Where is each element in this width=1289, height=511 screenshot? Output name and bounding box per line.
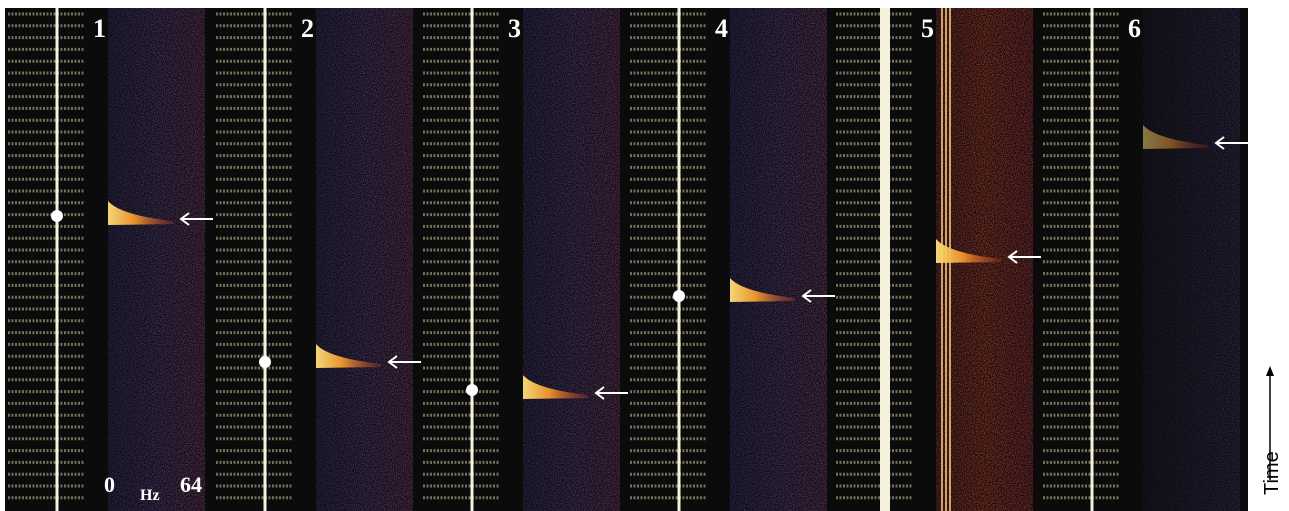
event-arrow-head — [594, 386, 605, 400]
event-burst — [316, 344, 381, 368]
panel-label: 3 — [508, 14, 521, 43]
time-label: Time — [1261, 451, 1283, 495]
panel-label: 6 — [1128, 14, 1141, 43]
spectrogram — [316, 8, 413, 511]
marker-dot — [673, 290, 685, 302]
panel-label: 4 — [715, 14, 728, 43]
axis-unit: Hz — [140, 487, 160, 504]
figure-background — [5, 8, 1248, 511]
axis-min: 0 — [104, 472, 115, 497]
event-burst — [108, 201, 173, 225]
event-burst — [730, 278, 795, 302]
event-burst — [523, 375, 588, 399]
event-burst — [1143, 125, 1208, 149]
panel-label: 2 — [301, 14, 314, 43]
event-arrow-head — [387, 355, 398, 369]
spectrogram — [523, 8, 620, 511]
event-arrow-head — [801, 289, 812, 303]
event-arrow-head — [179, 212, 190, 226]
spectrogram — [730, 8, 827, 511]
marker-dot — [466, 384, 478, 396]
time-arrow-head — [1266, 366, 1274, 376]
axis-max: 64 — [180, 472, 202, 497]
spectrogram — [1143, 8, 1240, 511]
event-burst — [936, 239, 1001, 263]
marker-dot — [51, 210, 63, 222]
event-arrow-head — [1007, 250, 1018, 264]
panel-label: 1 — [93, 14, 106, 43]
marker-dot — [259, 356, 271, 368]
panel-label: 5 — [921, 14, 934, 43]
event-arrow-head — [1214, 136, 1225, 150]
spectrogram — [108, 8, 205, 511]
